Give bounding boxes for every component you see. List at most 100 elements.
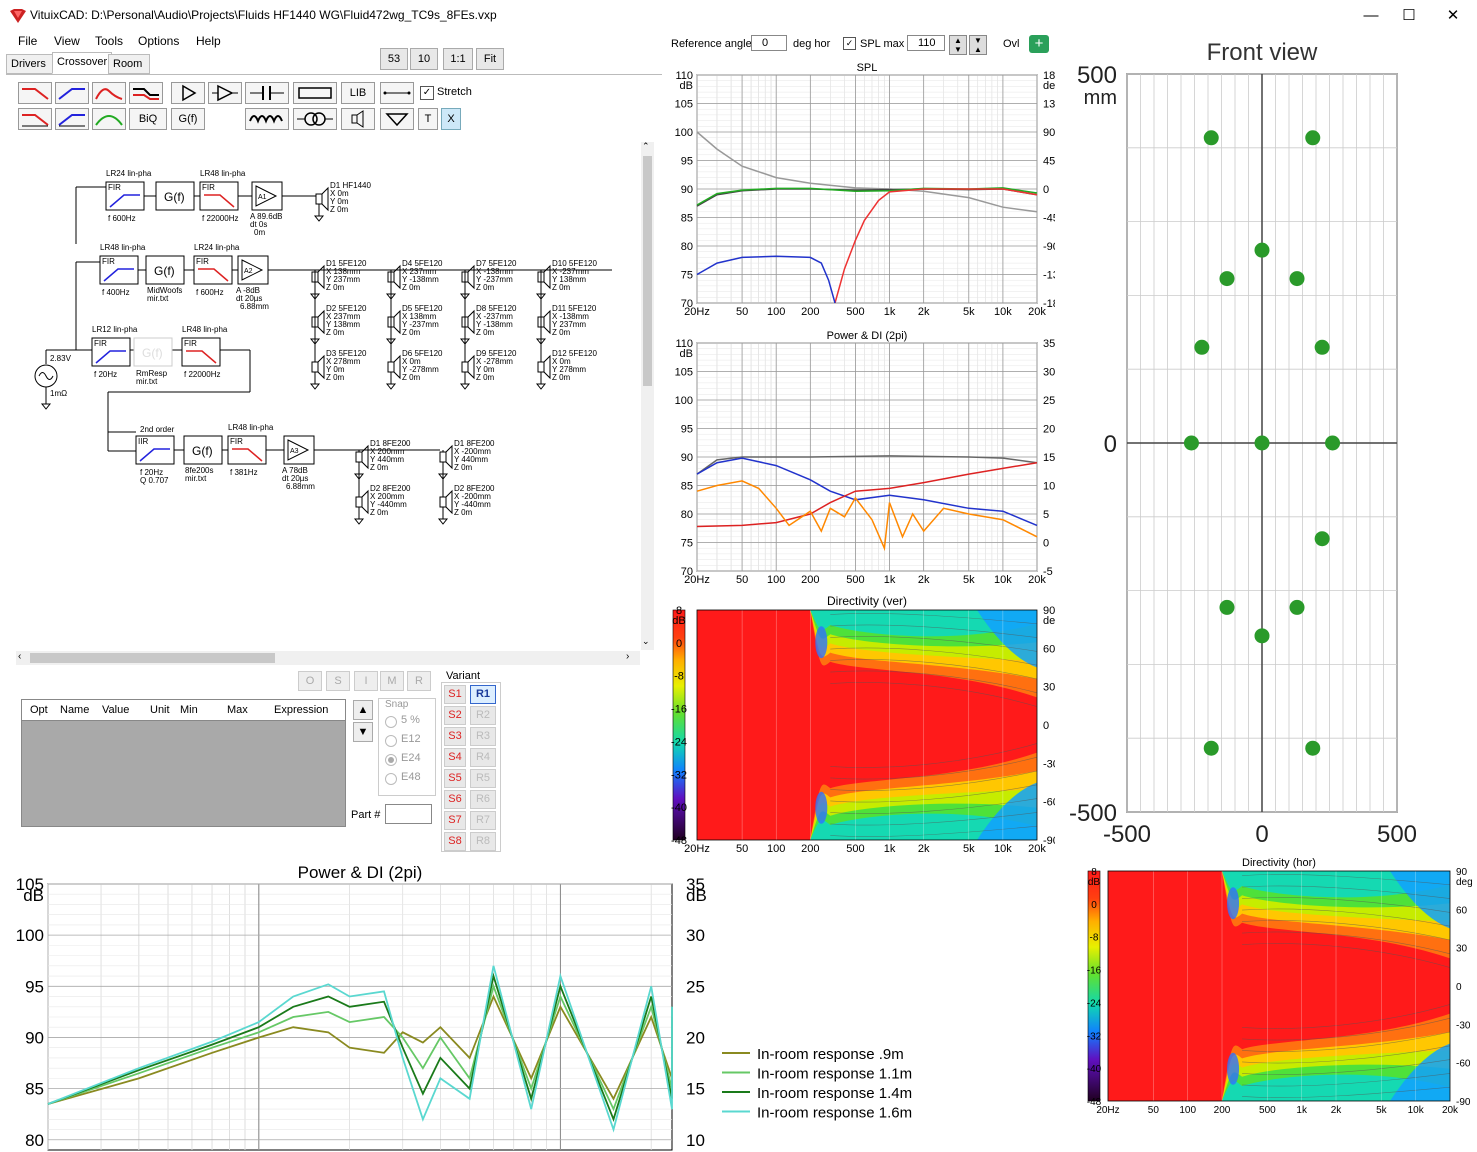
- heatmap-contour: [1227, 887, 1240, 920]
- spl-max-input[interactable]: 110: [907, 35, 945, 51]
- move-down-icon[interactable]: ▼: [353, 722, 373, 742]
- lowpass-filter-button[interactable]: [18, 82, 52, 104]
- transfer-function-button[interactable]: G(f): [171, 108, 205, 130]
- menu-tools[interactable]: Tools: [95, 34, 124, 48]
- menu-help[interactable]: Help: [196, 34, 221, 48]
- part-number-input[interactable]: [385, 804, 432, 824]
- delete-button[interactable]: X: [441, 108, 461, 130]
- vertical-scrollbar[interactable]: ⌃ ⌄: [641, 141, 654, 650]
- snap-radio[interactable]: [385, 773, 397, 785]
- driver-button[interactable]: [341, 108, 375, 130]
- gf-file-label: 8fe200s: [185, 466, 213, 475]
- bandpass-red-icon: [95, 88, 123, 100]
- opt-i-button[interactable]: I: [354, 671, 378, 691]
- amplifier-button[interactable]: [208, 82, 242, 104]
- variant-s-button[interactable]: S5: [444, 769, 466, 788]
- biquad-button[interactable]: BiQ: [129, 108, 167, 130]
- highpass2-button[interactable]: [55, 108, 89, 130]
- variant-r-button[interactable]: R6: [470, 790, 496, 809]
- scroll-right-icon[interactable]: ›: [626, 651, 630, 662]
- opt-o-button[interactable]: O: [298, 671, 322, 691]
- opt-s-button[interactable]: S: [326, 671, 350, 691]
- driver-y: Y -138mm: [476, 320, 513, 329]
- vertical-scroll-thumb[interactable]: [643, 156, 652, 386]
- allpass-button[interactable]: [129, 82, 163, 104]
- capacitor-button[interactable]: [245, 82, 289, 104]
- variant-s-button[interactable]: S8: [444, 832, 466, 851]
- optimizer-table[interactable]: Opt Name Value Unit Min Max Expression: [21, 699, 346, 827]
- wire-button[interactable]: [380, 82, 414, 104]
- opt-m-button[interactable]: M: [380, 671, 404, 691]
- col-min[interactable]: Min: [180, 704, 198, 716]
- add-overlay-icon[interactable]: +: [1029, 35, 1049, 53]
- variant-r-button[interactable]: R4: [470, 748, 496, 767]
- variant-s-button[interactable]: S1: [444, 685, 466, 704]
- spl-max-checkbox[interactable]: ✓: [843, 37, 856, 50]
- y2-tick-label: 180: [1043, 70, 1055, 82]
- driver-x: X 138mm: [402, 312, 437, 321]
- scroll-up-icon[interactable]: ⌃: [642, 141, 650, 151]
- y2-tick-label: 135: [1043, 99, 1055, 111]
- colorbar: [672, 609, 686, 841]
- variant-s-button[interactable]: S6: [444, 790, 466, 809]
- stretch-checkbox[interactable]: ✓: [420, 86, 434, 100]
- snap-radio[interactable]: [385, 735, 397, 747]
- close-button[interactable]: ✕: [1446, 7, 1460, 24]
- driver-name: D1 8FE200: [370, 439, 411, 448]
- variant-r-button[interactable]: R1: [470, 685, 496, 704]
- maximize-button[interactable]: ☐: [1402, 7, 1416, 24]
- variant-s-button[interactable]: S3: [444, 727, 466, 746]
- spl-max-spinner-icon[interactable]: ▲ ▼: [949, 35, 967, 55]
- scroll-left-icon[interactable]: ‹: [18, 651, 22, 662]
- text-button[interactable]: T: [418, 108, 438, 130]
- reference-angle-input[interactable]: 0: [751, 35, 787, 51]
- zoom-1to1-button[interactable]: 1:1: [443, 48, 473, 70]
- zoom-10-button[interactable]: 10: [410, 48, 438, 70]
- range-fit-icon[interactable]: ▼ ▲: [969, 35, 987, 55]
- buffer-button[interactable]: [171, 82, 205, 104]
- lowpass2-button[interactable]: [18, 108, 52, 130]
- bandpass-red-button[interactable]: [92, 82, 126, 104]
- menu-options[interactable]: Options: [138, 34, 180, 48]
- transformer-button[interactable]: [293, 108, 337, 130]
- col-opt[interactable]: Opt: [30, 704, 48, 716]
- horizontal-scroll-thumb[interactable]: [30, 653, 275, 663]
- variant-r-button[interactable]: R7: [470, 811, 496, 830]
- front-view-chart: Front view 500 0 -500 mm -500 0 500: [1069, 39, 1417, 848]
- variant-s-button[interactable]: S4: [444, 748, 466, 767]
- move-up-icon[interactable]: ▲: [353, 700, 373, 720]
- menu-file[interactable]: File: [18, 34, 38, 48]
- col-value[interactable]: Value: [102, 704, 130, 716]
- variant-r-button[interactable]: R5: [470, 769, 496, 788]
- tab-drivers[interactable]: Drivers: [6, 54, 56, 74]
- menu-view[interactable]: View: [54, 34, 80, 48]
- scroll-down-icon[interactable]: ⌄: [642, 636, 650, 646]
- highpass-filter-button[interactable]: [55, 82, 89, 104]
- inductor-button[interactable]: [245, 108, 289, 130]
- tab-crossover[interactable]: Crossover: [52, 52, 112, 74]
- zoom-fit-button[interactable]: Fit: [476, 48, 504, 70]
- horizontal-scrollbar[interactable]: ‹ ›: [16, 651, 640, 665]
- variant-r-button[interactable]: R2: [470, 706, 496, 725]
- variant-s-button[interactable]: S2: [444, 706, 466, 725]
- resistor-button[interactable]: [293, 82, 337, 104]
- variant-r-button[interactable]: R3: [470, 727, 496, 746]
- bandpass-green-button[interactable]: [92, 108, 126, 130]
- col-unit[interactable]: Unit: [150, 704, 170, 716]
- minimize-button[interactable]: —: [1363, 7, 1379, 24]
- col-max[interactable]: Max: [227, 704, 248, 716]
- y-tick-label: 105: [16, 875, 44, 894]
- chart-title: Directivity (hor): [1242, 857, 1316, 869]
- schematic-canvas[interactable]: FIR LR24 lin-pha f 600Hz G(f) FIR LR48 lin-ph…: [16, 142, 640, 650]
- col-expression[interactable]: Expression: [274, 704, 329, 716]
- zoom-53-button[interactable]: 53: [380, 48, 408, 70]
- variant-r-button[interactable]: R8: [470, 832, 496, 851]
- library-button[interactable]: LIB: [341, 82, 375, 104]
- variant-s-button[interactable]: S7: [444, 811, 466, 830]
- y2-tick-label: 20: [1043, 424, 1055, 436]
- tab-room[interactable]: Room: [108, 54, 150, 74]
- ground-button[interactable]: [380, 108, 414, 130]
- opt-r-button[interactable]: R: [407, 671, 431, 691]
- snap-radio[interactable]: [385, 716, 397, 728]
- col-name[interactable]: Name: [60, 704, 90, 716]
